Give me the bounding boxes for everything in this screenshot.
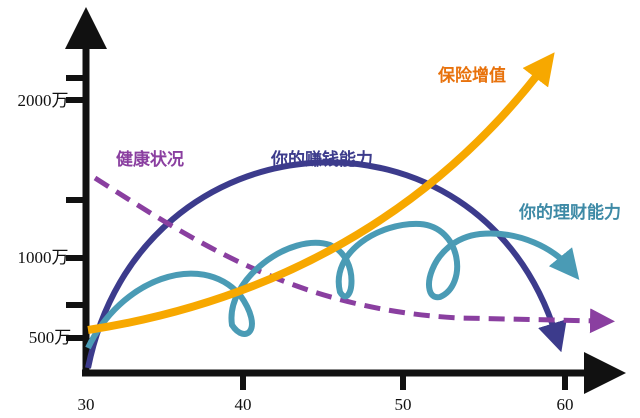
axes [65,7,626,394]
y-label: 1000万 [18,248,69,267]
x-label: 60 [557,395,574,414]
y-label: 500万 [29,328,72,347]
curve-label: 你的赚钱能力 [270,149,373,170]
finance-curve [85,220,580,350]
earning-curve [85,159,567,369]
tick-marks [66,75,568,390]
curve-label: 你的理财能力 [518,202,621,223]
health-curve [93,175,615,334]
y-label: 2000万 [18,91,69,110]
x-label: 40 [235,395,252,414]
insurance-curve [87,52,555,334]
curve-label: 保险增值 [437,65,506,86]
x-label: 50 [395,395,412,414]
curve-label: 健康状况 [116,149,184,170]
x-label: 30 [78,395,95,414]
